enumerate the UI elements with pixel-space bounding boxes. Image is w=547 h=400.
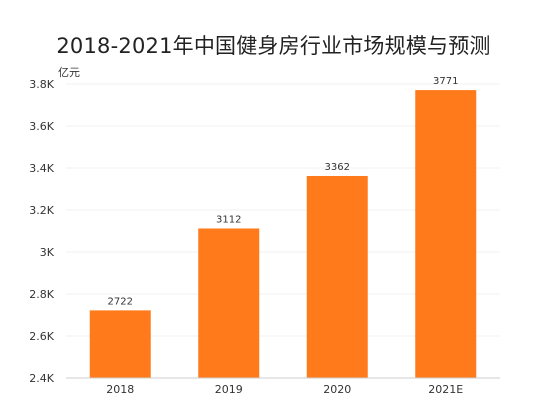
y-tick-label: 2.8K	[29, 288, 54, 301]
y-tick-label: 3.2K	[29, 204, 54, 217]
data-label: 3771	[433, 76, 458, 87]
y-tick-label: 3.8K	[29, 78, 54, 91]
data-label: 2722	[108, 296, 133, 307]
x-category-label: 2018	[106, 383, 134, 396]
x-axis-category-labels: 2018 2019 2020 2021E	[106, 383, 463, 396]
y-tick-label: 3.4K	[29, 162, 54, 175]
y-tick-label: 2.6K	[29, 330, 54, 343]
x-category-label: 2021E	[428, 383, 463, 396]
bar-2019	[198, 228, 260, 378]
chart-title: 2018-2021年中国健身房行业市场规模与预测	[56, 34, 491, 58]
y-tick-label: 2.4K	[29, 372, 54, 385]
data-label: 3362	[325, 162, 350, 173]
x-category-label: 2019	[215, 383, 243, 396]
y-tick-label: 3K	[40, 246, 55, 259]
bar-2020	[306, 175, 368, 378]
bar-2018	[89, 310, 151, 378]
data-label: 3112	[216, 214, 241, 225]
data-labels: 2722 3112 3362 3771	[108, 76, 459, 307]
bar-2021E	[415, 90, 477, 378]
x-category-label: 2020	[323, 383, 351, 396]
y-axis-unit-label: 亿元	[58, 66, 80, 79]
y-axis-tick-labels: 2.4K 2.6K 2.8K 3K 3.2K 3.4K 3.6K 3.8K	[29, 78, 54, 385]
bars	[89, 90, 477, 378]
y-tick-label: 3.6K	[29, 120, 54, 133]
